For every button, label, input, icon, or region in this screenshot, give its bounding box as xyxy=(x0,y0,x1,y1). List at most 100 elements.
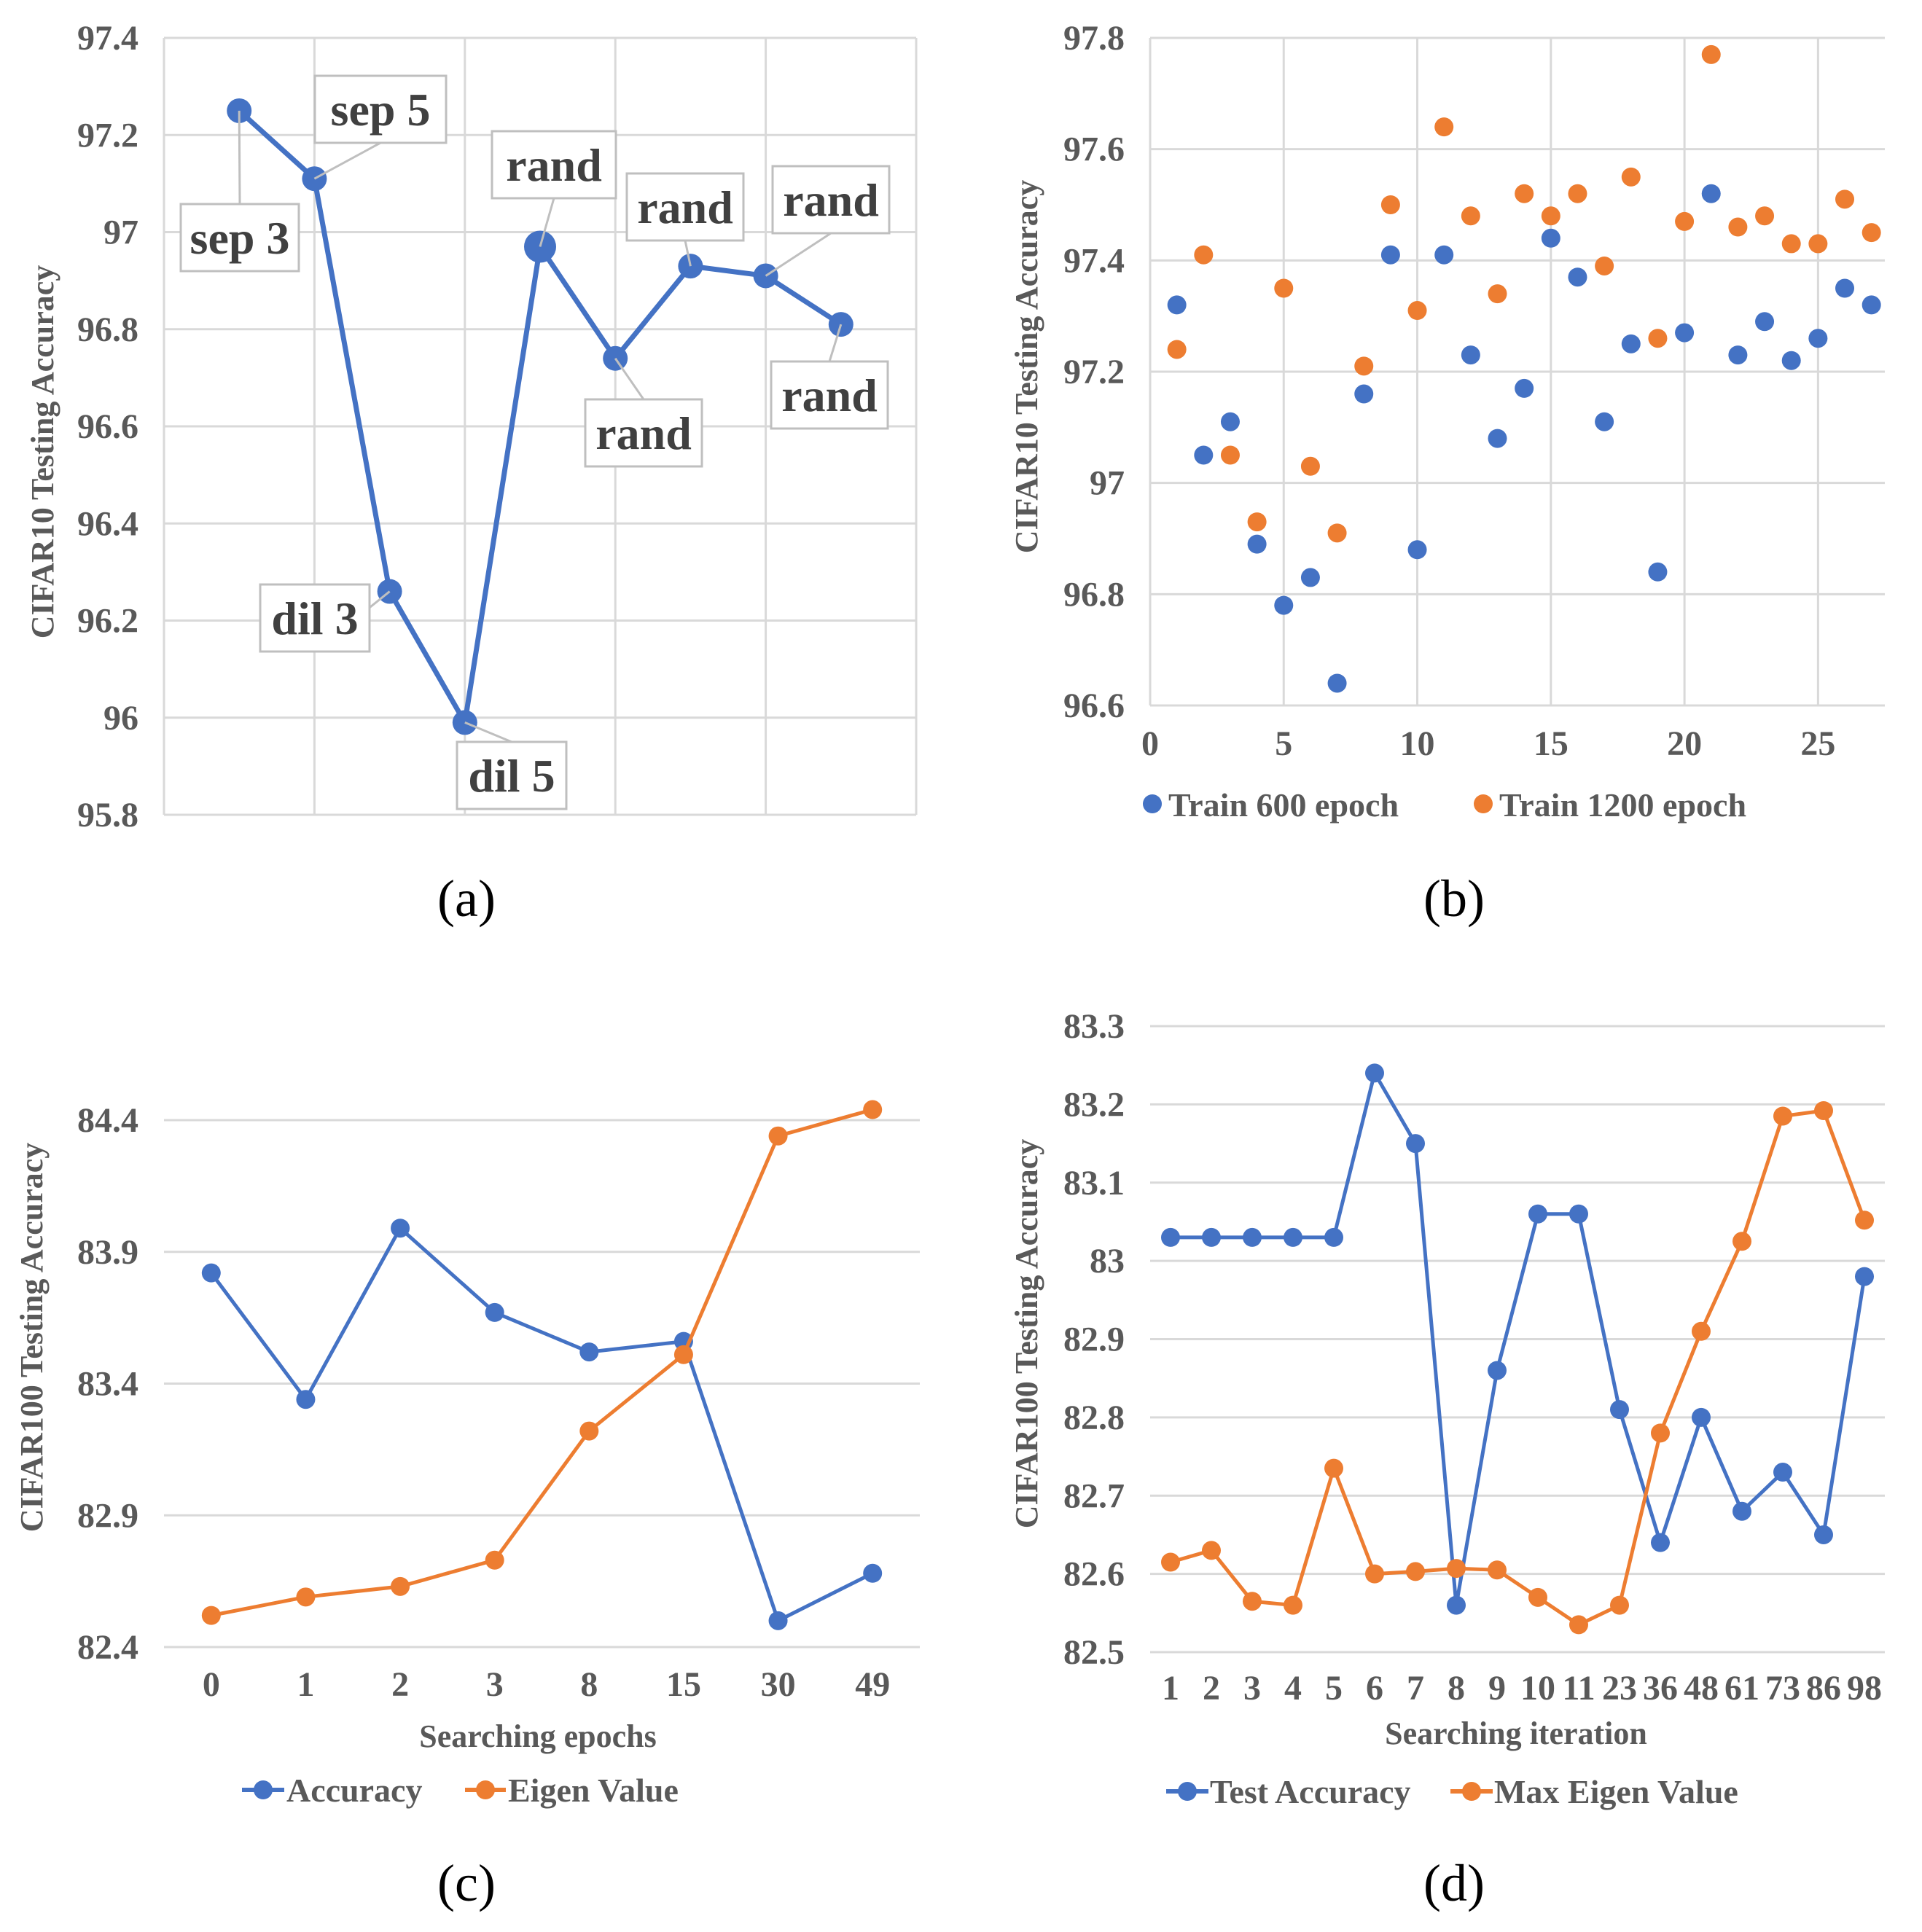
panel-d-x-tick-label: 73 xyxy=(1765,1669,1800,1708)
panel-c-x-tick-label: 1 xyxy=(297,1665,314,1704)
panel-c-series-1-line xyxy=(211,1108,873,1618)
panel-b-series-0-point xyxy=(1220,412,1240,431)
panel-d-series-0-point xyxy=(1161,1227,1180,1247)
panel-b-series-0-point xyxy=(1862,295,1881,315)
panel-c-series-0-line xyxy=(209,1225,874,1624)
panel-c-y-ticks: 82.4 82.9 83.4 83.9 84.4 xyxy=(77,1101,138,1667)
panel-b-series-1-point xyxy=(1407,301,1427,321)
panel-a-y-tick-label: 96.8 xyxy=(77,310,138,349)
panel-a-annotation-leader xyxy=(539,197,555,247)
panel-b-series-0-point xyxy=(1167,295,1187,315)
panel-d-y-tick-label: 83.1 xyxy=(1063,1164,1125,1202)
panel-d-series-0-point xyxy=(1324,1227,1343,1247)
panel-d-x-tick-label: 23 xyxy=(1602,1669,1637,1708)
panel-b-series-0-point xyxy=(1755,312,1775,332)
panel-a-y-tick-label: 97.2 xyxy=(77,116,138,155)
panel-b-series-1-point xyxy=(1648,329,1668,348)
panel-b-series-0-point xyxy=(1488,429,1507,448)
panel-a-annotation-label: rand xyxy=(506,139,602,191)
panel-d-y-tick-label: 83.3 xyxy=(1063,1007,1125,1046)
panel-b-series-0-point xyxy=(1541,228,1560,248)
panel-a-annotation-box xyxy=(771,165,891,235)
panel-d-series-1-point xyxy=(1406,1562,1425,1581)
panel-d-caption: (d) xyxy=(1423,1854,1485,1912)
panel-d-x-axis-label: Searching iteration xyxy=(1385,1716,1647,1751)
panel-d-x-tick-label: 1 xyxy=(1162,1669,1179,1708)
panel-b-y-ticks: 96.6 96.8 97 97.2 97.4 97.6 97.8 xyxy=(1063,19,1125,725)
panel-d-series-0-point xyxy=(1855,1267,1874,1286)
panel-b-x-tick-label: 10 xyxy=(1400,724,1435,763)
panel-d-x-tick-label: 5 xyxy=(1325,1669,1343,1708)
panel-b-series-1-point xyxy=(1808,234,1828,254)
panel-a-annotation-leader xyxy=(464,721,512,743)
panel-b-series-1-point xyxy=(1835,189,1855,209)
panel-b-y-tick-label: 97.4 xyxy=(1063,241,1125,280)
panel-d-series-0-point xyxy=(1528,1204,1547,1224)
panel-c-x-tick-label: 49 xyxy=(855,1665,890,1704)
panel-d-y-tick-label: 82.5 xyxy=(1063,1633,1125,1672)
panel-b-series-0-point xyxy=(1728,345,1748,365)
panel-d-series-1-point xyxy=(1814,1100,1833,1120)
panel-c-x-tick-label: 30 xyxy=(761,1665,796,1704)
panel-d-series-1-point xyxy=(1855,1211,1874,1230)
panel-b-series-1-point xyxy=(1621,167,1641,187)
panel-b-series-1-point xyxy=(1327,523,1347,543)
panel-d-series-1-point xyxy=(1324,1458,1343,1478)
panel-c-x-axis-label: Searching epochs xyxy=(419,1718,657,1754)
panel-b-caption: (b) xyxy=(1423,869,1485,928)
panel-d-series-1-point xyxy=(1692,1321,1711,1341)
panel-a-y-tick-label: 95.8 xyxy=(77,796,138,834)
panel-b-series-1-point xyxy=(1541,206,1560,226)
panel-b-series-1-point xyxy=(1862,223,1881,243)
panel-d-series-1-point xyxy=(1569,1615,1588,1635)
panel-b-series-0-point xyxy=(1675,323,1695,343)
panel-a-annotation-label: sep 3 xyxy=(190,212,290,264)
panel-b-series-1-point xyxy=(1568,184,1587,203)
panel-d-series-0-point xyxy=(1365,1063,1384,1083)
panel-b-series-1-point xyxy=(1755,206,1775,226)
panel-d-x-tick-label: 11 xyxy=(1562,1669,1595,1708)
panel-b-series-0-point xyxy=(1380,245,1400,265)
panel-c-series-0-point xyxy=(296,1390,316,1409)
panel-c-y-axis-label: CIFAR100 Testing Accuracy xyxy=(14,1143,50,1533)
panel-b-series-0-point xyxy=(1701,184,1721,203)
panel-d-x-tick-label: 86 xyxy=(1806,1669,1841,1708)
panel-d-x-tick-label: 48 xyxy=(1684,1669,1719,1708)
panel-d-legend-label-1: Max Eigen Value xyxy=(1494,1773,1738,1810)
panel-b-x-tick-label: 25 xyxy=(1800,724,1835,763)
panel-b-series-0-point xyxy=(1648,562,1668,582)
panel-b-series-0-point xyxy=(1835,278,1855,298)
panel-b-series-1-point xyxy=(1167,340,1187,359)
panel-d-series-0-point xyxy=(1732,1501,1751,1521)
panel-b-series-0-point xyxy=(1354,384,1374,404)
panel-b-series-0-point xyxy=(1407,540,1427,560)
panel-b-series xyxy=(1167,44,1881,693)
panel-d-series-0-point xyxy=(1773,1463,1792,1482)
panel-a-annotation-box xyxy=(456,740,568,810)
panel-d-series-1-point xyxy=(1773,1106,1792,1126)
panel-c-series-1-point xyxy=(485,1550,504,1570)
panel-b-x-ticks: 0 5 10 15 20 25 xyxy=(1141,724,1835,763)
panel-c-legend-label-1: Eigen Value xyxy=(508,1772,679,1809)
panel-a-y-tick-label: 97 xyxy=(103,214,138,252)
panel-b-series-0-point xyxy=(1247,534,1267,554)
panel-d-series-0-point xyxy=(1447,1595,1466,1615)
panel-b-grid xyxy=(1149,36,1885,707)
panel-c-series-1-point xyxy=(768,1126,788,1146)
panel-d-x-tick-label: 98 xyxy=(1847,1669,1882,1708)
panel-c-y-tick-label: 82.4 xyxy=(77,1628,138,1667)
panel-d-y-tick-label: 82.7 xyxy=(1063,1477,1125,1515)
panel-b-series-1-point xyxy=(1434,117,1454,137)
panel-d-series-1-point xyxy=(1447,1559,1466,1579)
panel-a: 95.8 96 96.2 96.4 96.6 96.8 97 97.2 97.4 CIFAR10… xyxy=(25,19,918,928)
panel-d-series-1-point xyxy=(1488,1560,1507,1580)
panel-b-series-1-point xyxy=(1515,184,1534,203)
panel-d-series-0-point xyxy=(1243,1227,1262,1247)
panel-c-series-0-point xyxy=(863,1563,883,1583)
panel-d-x-tick-label: 2 xyxy=(1203,1669,1220,1708)
panel-c-series-1-point xyxy=(579,1421,599,1441)
panel-a-annotations: sep 3 sep 5 dil 3 dil 5 rand rand rand rand rand xyxy=(179,74,891,810)
panel-d-x-tick-label: 36 xyxy=(1643,1669,1678,1708)
panel-d-y-tick-label: 83 xyxy=(1090,1242,1125,1280)
panel-d-x-tick-label: 9 xyxy=(1488,1669,1506,1708)
